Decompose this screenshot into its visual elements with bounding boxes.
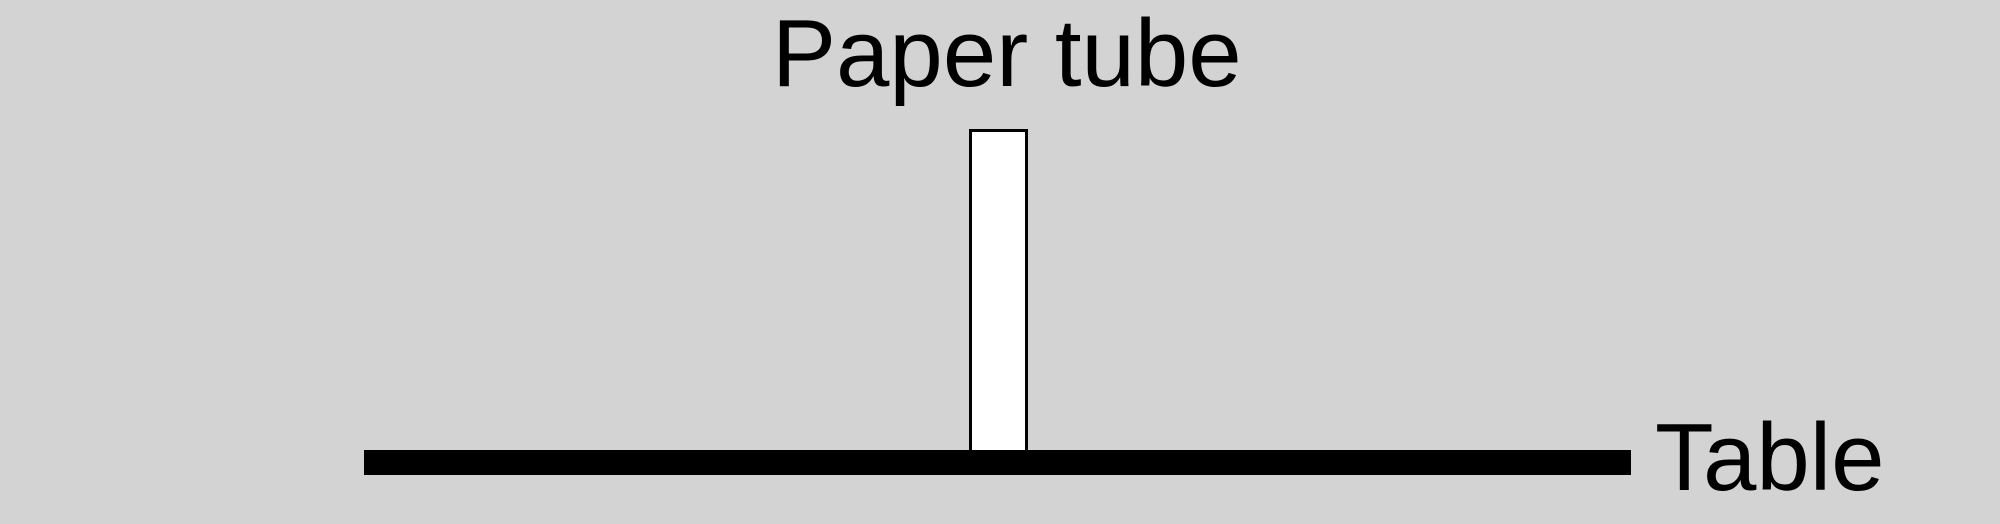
paper-tube-shape	[969, 129, 1028, 454]
table-surface-line	[364, 450, 1631, 475]
table-label: Table	[1655, 410, 1885, 506]
paper-tube-label: Paper tube	[772, 6, 1242, 102]
